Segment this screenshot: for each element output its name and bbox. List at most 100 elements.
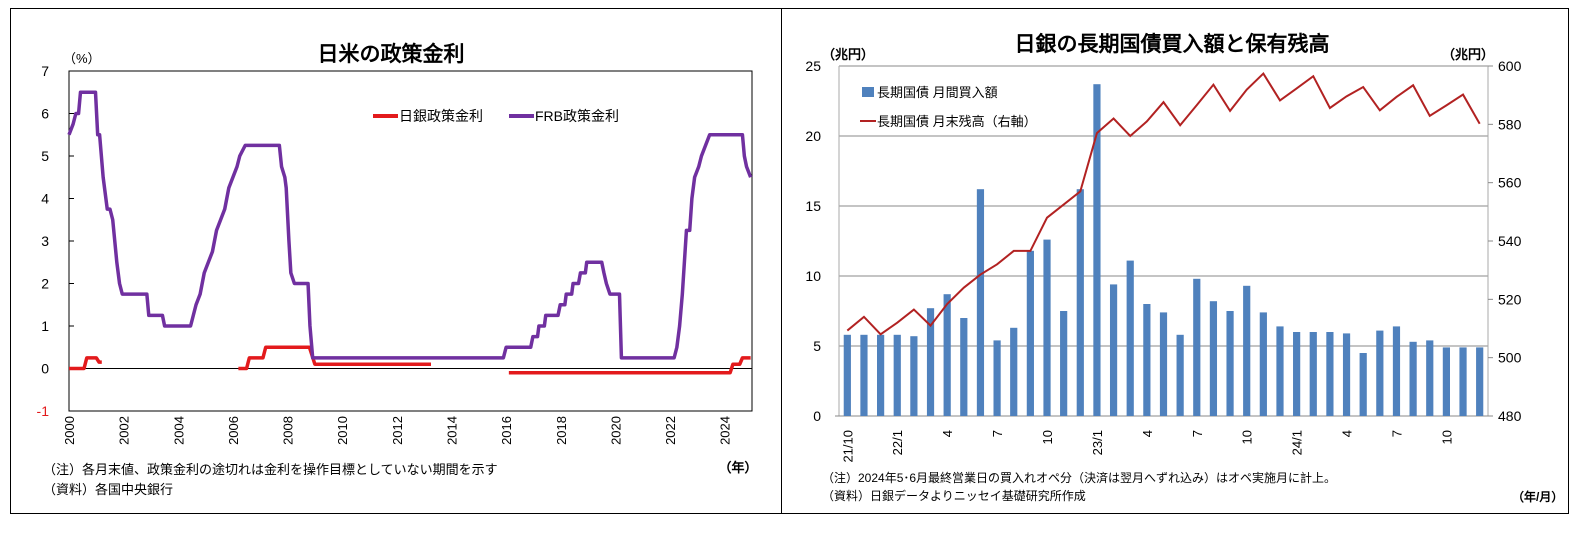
x-tick-label: 2004 bbox=[171, 416, 186, 445]
bar bbox=[1459, 347, 1467, 416]
bar bbox=[943, 294, 951, 416]
bar bbox=[1476, 347, 1484, 416]
right-tick-label: 560 bbox=[1498, 175, 1522, 191]
bar bbox=[976, 189, 985, 416]
bar bbox=[1426, 340, 1434, 416]
x-tick-label: 23/1 bbox=[1090, 430, 1105, 455]
bar bbox=[1226, 311, 1234, 416]
bar bbox=[1442, 347, 1450, 416]
x-tick-label: 2022 bbox=[663, 416, 678, 445]
right-tick-label: 580 bbox=[1498, 116, 1522, 132]
x-axis-unit: （年/月） bbox=[1512, 489, 1563, 504]
y-tick-label: 7 bbox=[41, 63, 49, 79]
x-tick-label: 2024 bbox=[718, 416, 733, 445]
y-tick-label: -1 bbox=[37, 403, 50, 419]
legend-label: 日銀政策金利 bbox=[399, 108, 483, 124]
jgb-chart: 日銀の長期国債買入額と保有残高 （兆円） （兆円） 0 5 10 15 20 25 480 500 5… bbox=[805, 32, 1563, 504]
bar bbox=[926, 308, 935, 416]
note-text: （注）各月末値、政策金利の途切れは金利を操作目標としていない期間を示す bbox=[43, 462, 498, 477]
right-tick-label: 520 bbox=[1498, 291, 1522, 307]
bar bbox=[993, 340, 1001, 416]
x-tick-label: 2000 bbox=[62, 416, 77, 445]
x-tick-label: 2006 bbox=[226, 416, 241, 445]
x-tick-label: 7 bbox=[990, 430, 1005, 437]
x-tick-label: 22/1 bbox=[890, 430, 905, 455]
x-tick-label: 4 bbox=[940, 430, 955, 437]
right-tick-label: 600 bbox=[1498, 58, 1522, 74]
bar bbox=[1159, 312, 1168, 416]
bar bbox=[1126, 260, 1134, 416]
chart-title: 日銀の長期国債買入額と保有残高 bbox=[1015, 32, 1330, 56]
right-tick-label: 480 bbox=[1498, 408, 1522, 424]
left-tick-label: 25 bbox=[805, 58, 821, 74]
right-axis-unit: （兆円） bbox=[1442, 47, 1494, 62]
boj-rate-line bbox=[238, 345, 431, 371]
x-tick-label: 2010 bbox=[335, 416, 350, 445]
policy-rate-chart: 日米の政策金利 （%） -1 0 1 2 3 4 5 6 7 2000 2002 2004 2006 2008… bbox=[37, 42, 758, 497]
chart-title: 日米の政策金利 bbox=[318, 42, 465, 66]
source-text: （資料）日銀データよりニッセイ基礎研究所作成 bbox=[822, 488, 1086, 503]
x-tick-label: 7 bbox=[1190, 430, 1205, 437]
holdings-line bbox=[846, 72, 1481, 336]
x-tick-label: 2008 bbox=[281, 416, 296, 445]
x-tick-label: 10 bbox=[1439, 430, 1454, 444]
bar bbox=[1259, 312, 1267, 416]
left-axis-unit: （兆円） bbox=[822, 47, 874, 62]
bar bbox=[1309, 332, 1317, 416]
x-tick-label: 4 bbox=[1340, 430, 1355, 437]
bar bbox=[1076, 189, 1084, 416]
y-tick-label: 3 bbox=[41, 233, 49, 249]
y-tick-label: 6 bbox=[41, 106, 49, 122]
boj-rate-line bbox=[508, 356, 751, 375]
x-tick-label: 21/10 bbox=[840, 430, 855, 463]
x-tick-label: 2016 bbox=[499, 416, 514, 445]
bar bbox=[1293, 332, 1301, 416]
bar bbox=[1409, 341, 1417, 416]
source-text: （資料）各国中央銀行 bbox=[43, 482, 173, 497]
x-tick-label: 7 bbox=[1389, 430, 1404, 437]
legend-label: 長期国債 月末残高（右軸） bbox=[877, 114, 1037, 129]
x-tick-label: 10 bbox=[1240, 430, 1255, 444]
bar bbox=[1342, 333, 1351, 416]
bar bbox=[1193, 278, 1201, 416]
bar bbox=[1060, 311, 1068, 416]
right-tick-label: 500 bbox=[1498, 350, 1522, 366]
bar bbox=[1376, 330, 1384, 416]
bar bbox=[1043, 239, 1051, 416]
legend-label: FRB政策金利 bbox=[535, 108, 619, 124]
y-tick-label: 2 bbox=[41, 276, 49, 292]
y-tick-label: 0 bbox=[41, 361, 49, 377]
legend-label: 長期国債 月間買入額 bbox=[877, 85, 998, 100]
bar bbox=[1026, 250, 1034, 416]
x-tick-label: 24/1 bbox=[1290, 430, 1305, 455]
left-panel: 日米の政策金利 （%） -1 0 1 2 3 4 5 6 7 2000 2002 2004 2006 2008… bbox=[10, 8, 782, 514]
bar bbox=[860, 334, 868, 416]
y-axis-label: （%） bbox=[63, 51, 101, 66]
left-tick-label: 10 bbox=[805, 268, 821, 284]
bar bbox=[1326, 332, 1334, 416]
bar bbox=[1010, 327, 1018, 416]
x-tick-label: 2002 bbox=[117, 416, 132, 445]
right-panel: 日銀の長期国債買入額と保有残高 （兆円） （兆円） 0 5 10 15 20 25 480 500 5… bbox=[781, 8, 1569, 514]
x-tick-label: 2014 bbox=[444, 416, 459, 445]
left-tick-label: 0 bbox=[813, 408, 821, 424]
right-tick-label: 540 bbox=[1498, 233, 1522, 249]
legend-swatch-bar bbox=[862, 87, 874, 97]
left-tick-label: 5 bbox=[813, 338, 821, 354]
bar bbox=[843, 334, 851, 416]
x-tick-label: 10 bbox=[1040, 430, 1055, 444]
boj-rate-line bbox=[69, 356, 102, 371]
x-tick-label: 2012 bbox=[390, 416, 405, 445]
x-tick-label: 4 bbox=[1140, 430, 1155, 437]
bar bbox=[1176, 334, 1184, 416]
y-tick-label: 4 bbox=[41, 191, 49, 207]
bar bbox=[1109, 284, 1118, 416]
bar bbox=[910, 336, 918, 416]
bar bbox=[877, 334, 885, 416]
bar bbox=[1359, 353, 1367, 416]
bar bbox=[1392, 326, 1401, 416]
bar bbox=[893, 334, 901, 416]
bar bbox=[960, 318, 968, 416]
left-tick-label: 20 bbox=[805, 128, 821, 144]
